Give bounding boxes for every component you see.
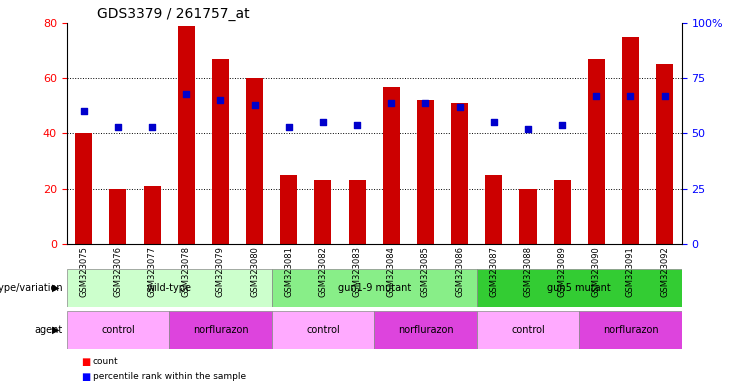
Text: percentile rank within the sample: percentile rank within the sample xyxy=(93,372,246,381)
Bar xyxy=(76,134,93,244)
Point xyxy=(556,121,568,127)
Bar xyxy=(451,103,468,244)
Bar xyxy=(417,100,434,244)
Text: GSM323087: GSM323087 xyxy=(489,246,498,297)
Text: GSM323085: GSM323085 xyxy=(421,246,430,296)
Point xyxy=(659,93,671,99)
Point xyxy=(591,93,602,99)
Point xyxy=(385,99,397,106)
Text: GSM323086: GSM323086 xyxy=(455,246,464,297)
Point xyxy=(453,104,465,110)
Text: GSM323076: GSM323076 xyxy=(113,246,122,297)
Text: GSM323079: GSM323079 xyxy=(216,246,225,296)
Bar xyxy=(314,180,331,244)
Point xyxy=(625,93,637,99)
Text: genotype/variation: genotype/variation xyxy=(0,283,63,293)
Text: norflurazon: norflurazon xyxy=(398,325,453,335)
Text: GSM323092: GSM323092 xyxy=(660,246,669,296)
Bar xyxy=(144,186,161,244)
Bar xyxy=(348,180,365,244)
Text: GSM323090: GSM323090 xyxy=(592,246,601,296)
Text: agent: agent xyxy=(35,325,63,335)
Point xyxy=(283,124,295,130)
Point xyxy=(180,91,192,97)
Point xyxy=(215,97,227,103)
Text: gun1-9 mutant: gun1-9 mutant xyxy=(338,283,411,293)
Point xyxy=(351,121,363,127)
Text: GSM323083: GSM323083 xyxy=(353,246,362,297)
Bar xyxy=(67,311,169,349)
Text: GSM323082: GSM323082 xyxy=(319,246,328,296)
Text: GDS3379 / 261757_at: GDS3379 / 261757_at xyxy=(97,7,250,21)
Point xyxy=(317,119,329,126)
Bar xyxy=(383,86,400,244)
Text: GSM323088: GSM323088 xyxy=(523,246,533,297)
Text: ■: ■ xyxy=(82,357,90,367)
Text: GSM323081: GSM323081 xyxy=(285,246,293,296)
Text: GSM323080: GSM323080 xyxy=(250,246,259,296)
Point xyxy=(146,124,158,130)
Text: GSM323078: GSM323078 xyxy=(182,246,190,297)
Text: ▶: ▶ xyxy=(52,283,59,293)
Point xyxy=(78,108,90,114)
Point xyxy=(522,126,534,132)
Bar xyxy=(476,269,682,307)
Text: control: control xyxy=(511,325,545,335)
Bar xyxy=(272,311,374,349)
Text: GSM323089: GSM323089 xyxy=(558,246,567,296)
Text: GSM323084: GSM323084 xyxy=(387,246,396,296)
Text: ■: ■ xyxy=(82,372,90,382)
Bar xyxy=(476,311,579,349)
Bar xyxy=(374,311,476,349)
Point xyxy=(419,99,431,106)
Text: control: control xyxy=(306,325,340,335)
Text: gun5 mutant: gun5 mutant xyxy=(548,283,611,293)
Text: control: control xyxy=(101,325,135,335)
Bar xyxy=(110,189,127,244)
Bar xyxy=(272,269,476,307)
Bar xyxy=(169,311,272,349)
Text: norflurazon: norflurazon xyxy=(193,325,248,335)
Bar xyxy=(212,59,229,244)
Point xyxy=(112,124,124,130)
Bar xyxy=(246,78,263,244)
Text: GSM323077: GSM323077 xyxy=(147,246,156,297)
Bar xyxy=(178,26,195,244)
Text: GSM323075: GSM323075 xyxy=(79,246,88,296)
Text: norflurazon: norflurazon xyxy=(602,325,658,335)
Point xyxy=(249,102,261,108)
Bar xyxy=(67,269,272,307)
Bar xyxy=(280,175,297,244)
Text: ▶: ▶ xyxy=(52,325,59,335)
Point xyxy=(488,119,499,126)
Bar xyxy=(588,59,605,244)
Bar xyxy=(579,311,682,349)
Bar xyxy=(622,37,639,244)
Bar xyxy=(656,65,673,244)
Bar xyxy=(554,180,571,244)
Bar xyxy=(519,189,536,244)
Bar xyxy=(485,175,502,244)
Text: count: count xyxy=(93,357,119,366)
Text: GSM323091: GSM323091 xyxy=(626,246,635,296)
Text: wild-type: wild-type xyxy=(147,283,192,293)
